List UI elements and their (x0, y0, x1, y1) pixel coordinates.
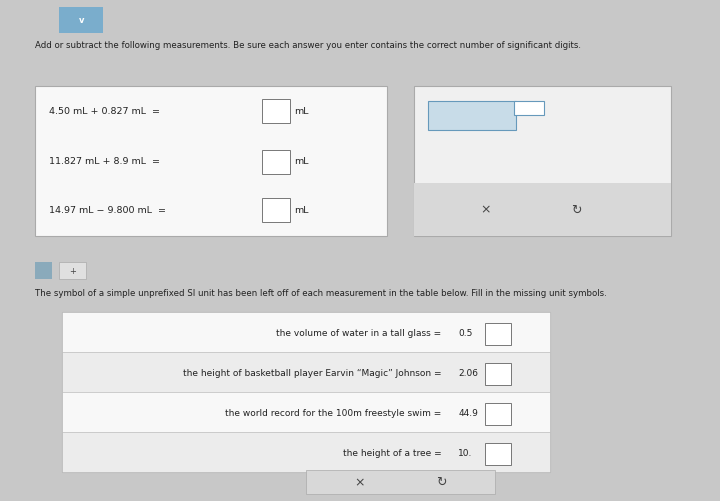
Text: mL: mL (294, 157, 308, 166)
Bar (262, 199, 290, 223)
Bar (62, 352, 549, 392)
Bar (62, 432, 549, 472)
Text: 10.: 10. (458, 448, 472, 457)
Text: the height of basketball player Earvin “Magic” Johnson =: the height of basketball player Earvin “… (183, 368, 441, 377)
Text: ↻: ↻ (436, 475, 446, 488)
Bar (485, 363, 511, 385)
Text: 14.97 mL − 9.800 mL  =: 14.97 mL − 9.800 mL = (49, 205, 166, 214)
Bar (414, 183, 671, 236)
Bar (414, 87, 671, 236)
Text: ×: × (480, 203, 490, 216)
Text: 44.9: 44.9 (458, 408, 478, 417)
Bar (485, 403, 511, 425)
Bar (62, 312, 549, 472)
Bar (485, 443, 511, 465)
Text: +: + (69, 267, 76, 276)
Text: ↻: ↻ (572, 203, 582, 216)
Text: 2.06: 2.06 (458, 368, 478, 377)
Bar (306, 470, 495, 493)
Bar (428, 101, 516, 130)
Text: Add or subtract the following measurements. Be sure each answer you enter contai: Add or subtract the following measuremen… (35, 41, 581, 50)
Text: mL: mL (294, 205, 308, 214)
Bar (513, 101, 544, 116)
Bar (485, 323, 511, 345)
Bar (62, 312, 549, 352)
Text: ×: × (355, 475, 365, 488)
Text: mL: mL (294, 107, 308, 116)
Text: the world record for the 100m freestyle swim =: the world record for the 100m freestyle … (225, 408, 441, 417)
Text: the height of a tree =: the height of a tree = (343, 448, 441, 457)
Bar (262, 151, 290, 175)
Text: v: v (78, 17, 84, 26)
Text: 11.827 mL + 8.9 mL  =: 11.827 mL + 8.9 mL = (49, 157, 160, 166)
Text: the volume of water in a tall glass =: the volume of water in a tall glass = (276, 328, 441, 337)
Text: 4.50 mL + 0.827 mL  =: 4.50 mL + 0.827 mL = (49, 107, 160, 116)
Text: The symbol of a simple unprefixed SI unit has been left off of each measurement : The symbol of a simple unprefixed SI uni… (35, 289, 607, 298)
Bar (59, 263, 86, 280)
Text: 0.5: 0.5 (458, 328, 472, 337)
Bar (262, 100, 290, 124)
Bar (62, 392, 549, 432)
FancyBboxPatch shape (59, 8, 103, 34)
Bar (35, 263, 52, 280)
Bar (35, 87, 387, 236)
